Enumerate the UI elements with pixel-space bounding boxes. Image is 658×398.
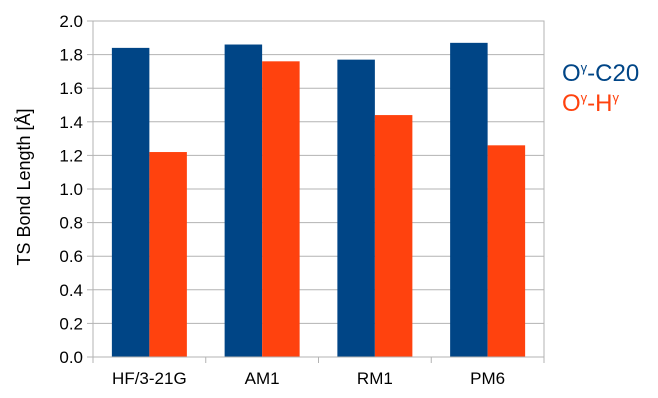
y-tick-label: 0.8 [59,214,83,233]
bar-oc20-3 [450,42,488,358]
bar-oh-2 [374,115,413,357]
legend-superscript: γ [581,60,588,75]
legend-superscript: γ [581,90,588,105]
y-axis-title: TS Bond Length [Å] [14,108,34,265]
y-tick-label: 2.0 [59,12,83,31]
legend-text: -C20 [587,60,639,87]
y-tick-label: 1.6 [59,79,83,98]
bar-oh-1 [262,61,300,357]
legend-entry-oc20: Oγ-C20 [562,60,639,87]
y-tick-label: 1.0 [59,180,83,199]
y-tick-label: 0.6 [59,247,83,266]
bar-oc20-1 [224,44,263,358]
x-category-labels: HF/3-21G AM1 RM1 PM6 [112,369,505,388]
legend-text: -H [587,90,612,117]
bar-oc20-2 [337,59,375,357]
y-tick-label: 1.2 [59,146,83,165]
legend-entry-oh: Oγ-Hγ [562,90,620,117]
bar-oh-0 [149,152,187,357]
y-tick-label: 1.8 [59,46,83,65]
legend-text: O [562,90,581,117]
bar-layer [111,42,526,358]
y-tick-label: 0.2 [59,314,83,333]
y-tick-label: 0.4 [59,281,83,300]
y-tick-label: 1.4 [59,113,83,132]
axis-layer [87,20,545,363]
legend-text: O [562,60,581,87]
x-category-label: RM1 [357,369,393,388]
y-tick-label: 0.0 [59,348,83,367]
x-category-label: AM1 [245,369,280,388]
y-tick-labels: 0.0 0.2 0.4 0.6 0.8 1.0 1.2 1.4 1.6 1.8 2.0 [59,12,83,367]
legend-superscript: γ [613,90,620,105]
bar-oc20-0 [111,47,150,357]
x-category-label: PM6 [470,369,505,388]
x-category-label: HF/3-21G [112,369,187,388]
bar-oh-3 [487,145,526,357]
